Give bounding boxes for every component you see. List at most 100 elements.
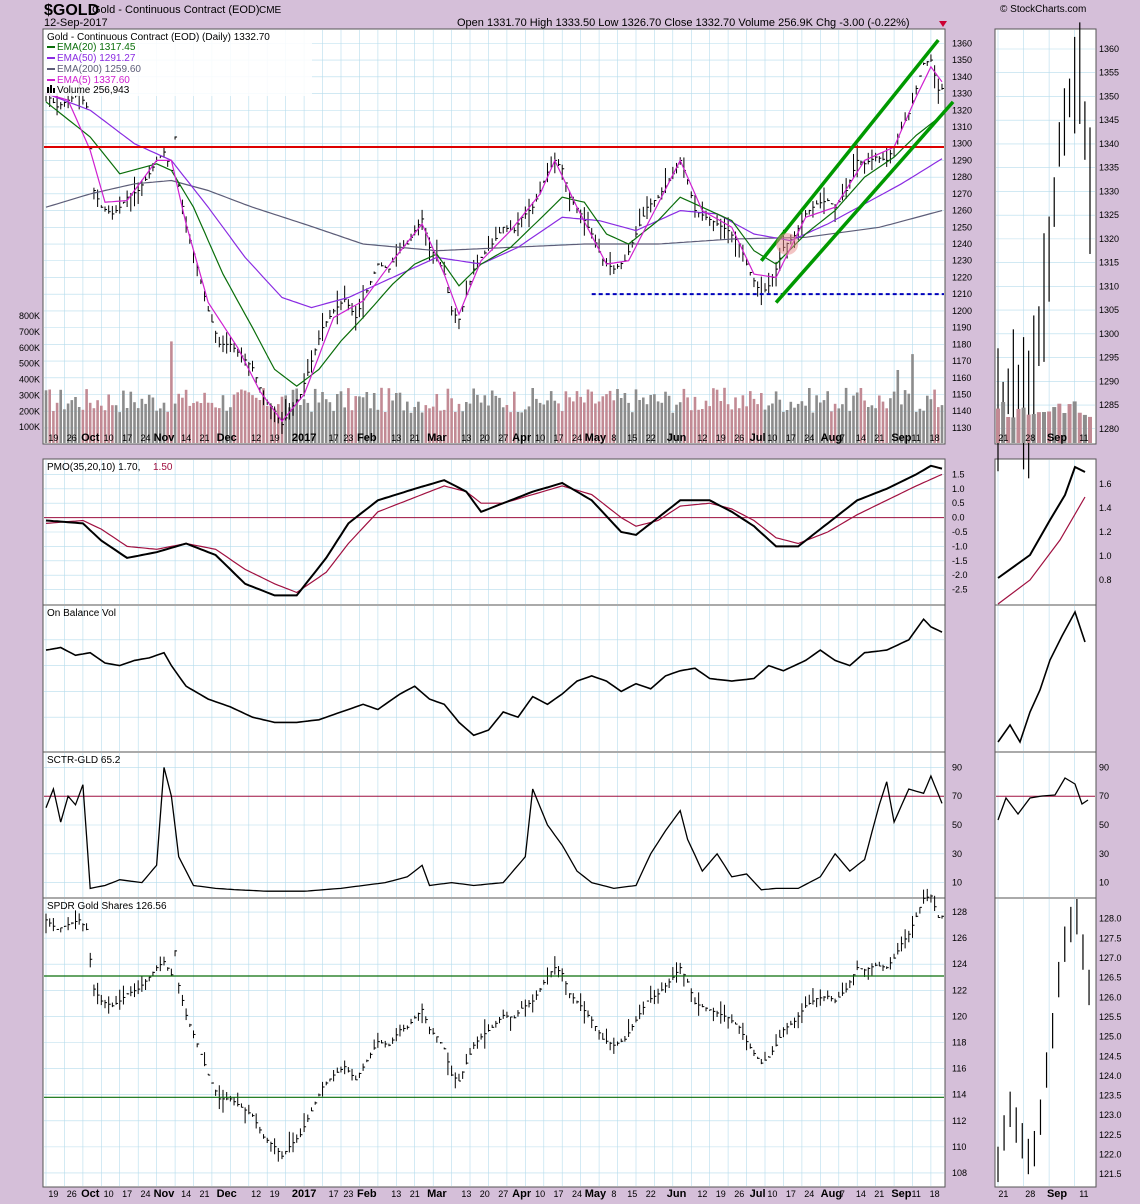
x-tick: 26 (67, 1189, 77, 1199)
volume-bar (365, 392, 369, 443)
ema20-legend: EMA(20) 1317.45 (57, 42, 136, 53)
zoom-volume-bar (1088, 416, 1092, 443)
price-tick: 1250 (952, 222, 972, 232)
volume-bar (830, 411, 833, 443)
volume-bar (527, 406, 531, 443)
volume-bar (118, 412, 121, 443)
volume-bar (483, 395, 487, 443)
x-tick: 13 (391, 1189, 401, 1199)
gld-tick: 116 (952, 1064, 966, 1074)
price-legend-title: Gold - Continuous Contract (EOD) (Daily)… (47, 32, 270, 43)
volume-bar (848, 410, 852, 443)
price-legend-bg (44, 30, 312, 96)
volume-bar (749, 391, 752, 443)
x-tick: 22 (646, 1189, 656, 1199)
volume-bar (712, 388, 715, 443)
volume-bar (933, 389, 936, 443)
x-tick: 24 (572, 433, 582, 443)
zoom-price-tick: 1330 (1099, 186, 1119, 196)
volume-bar (774, 391, 778, 443)
volume-bar (103, 410, 107, 443)
volume-bar (811, 412, 815, 443)
volume-bar (247, 392, 251, 443)
zoom-panels: 1280 1285 1290 1295 1300 1305 1310 1315 1320 1325… (996, 22, 1122, 1200)
volume-bar (594, 403, 597, 443)
zoom-gld-tick: 126.0 (1099, 992, 1122, 1002)
x-tick: 27 (498, 1189, 508, 1199)
volume-bar (763, 409, 767, 443)
zoom-volume-bar (1072, 401, 1077, 443)
channel-upper-line (759, 38, 940, 262)
volume-bar (690, 410, 693, 443)
x-tick: 13 (391, 433, 401, 443)
volume-bar (645, 404, 649, 443)
volume-bar (911, 354, 914, 443)
price-tick: 1330 (952, 89, 972, 99)
x-tick: Oct (81, 432, 100, 444)
volume-bar (745, 406, 748, 443)
x-tick: 21 (874, 433, 884, 443)
price-tick: 1160 (952, 373, 971, 383)
x-tick: 17 (329, 433, 339, 443)
zoom-volume-bar (1006, 416, 1011, 443)
zoom-price-tick: 1315 (1099, 258, 1119, 268)
volume-bar (328, 402, 332, 443)
zoom-volume-bar (1082, 414, 1087, 443)
volume-bar (92, 408, 96, 443)
volume-bar (203, 392, 206, 443)
volume-bar (435, 394, 439, 443)
volume-bar (269, 405, 273, 443)
volume-bar (133, 402, 136, 443)
volume-bar (767, 405, 770, 443)
zoom-gld-tick: 123.5 (1099, 1091, 1122, 1101)
volume-bar (553, 400, 557, 443)
zoom-volume-bar (1062, 412, 1067, 443)
x-tick: 14 (856, 1189, 866, 1199)
volume-bar (96, 400, 99, 443)
volume-bar (513, 391, 516, 443)
gld-tick: 120 (952, 1011, 967, 1021)
volume-bar (723, 387, 726, 443)
x-tick: 23 (343, 1189, 353, 1199)
volume-bar (926, 395, 929, 443)
zoom-x-tick: 21 (998, 433, 1008, 443)
x-tick: 7 (840, 433, 845, 443)
x-tick: 21 (874, 1189, 884, 1199)
volume-bar (409, 412, 413, 443)
volume-bar (516, 412, 520, 443)
zoom-price-tick: 1325 (1099, 210, 1119, 220)
sctr-tick: 90 (952, 762, 962, 772)
volume-tick: 100K (19, 422, 40, 432)
x-tick: 12 (697, 1189, 707, 1199)
volume-bar (380, 387, 383, 443)
zoom-gld-tick: 127.0 (1099, 953, 1122, 963)
volume-bar (715, 389, 719, 443)
volume-bar (306, 402, 310, 443)
volume-bar (730, 409, 734, 443)
x-tick: 24 (804, 1189, 814, 1199)
volume-bar (343, 407, 346, 443)
volume-bar (431, 406, 435, 443)
sctr-tick: 50 (952, 820, 962, 830)
zoom-gld-tick: 127.5 (1099, 933, 1122, 943)
volume-bar (151, 397, 155, 443)
instrument-name: Gold - Continuous Contract (EOD) (92, 4, 260, 16)
x-tick: 19 (716, 433, 726, 443)
x-tick: Apr (512, 432, 532, 444)
pmo-tick: -2.0 (952, 570, 968, 580)
volume-bar (88, 402, 92, 443)
volume-bar (870, 405, 874, 443)
price-tick: 1240 (952, 239, 972, 249)
volume-bar (833, 403, 837, 443)
price-tick: 1280 (952, 172, 972, 182)
x-tick: Mar (427, 1188, 447, 1200)
x-tick: 19 (48, 1189, 58, 1199)
volume-bar (206, 402, 210, 443)
zoom-price-tick: 1320 (1099, 234, 1119, 244)
volume-bar (542, 404, 546, 443)
volume-bar (265, 405, 269, 443)
volume-bar (631, 412, 634, 443)
sctr-line (45, 767, 943, 892)
volume-bar (221, 395, 225, 443)
gld-tick: 108 (952, 1168, 967, 1178)
